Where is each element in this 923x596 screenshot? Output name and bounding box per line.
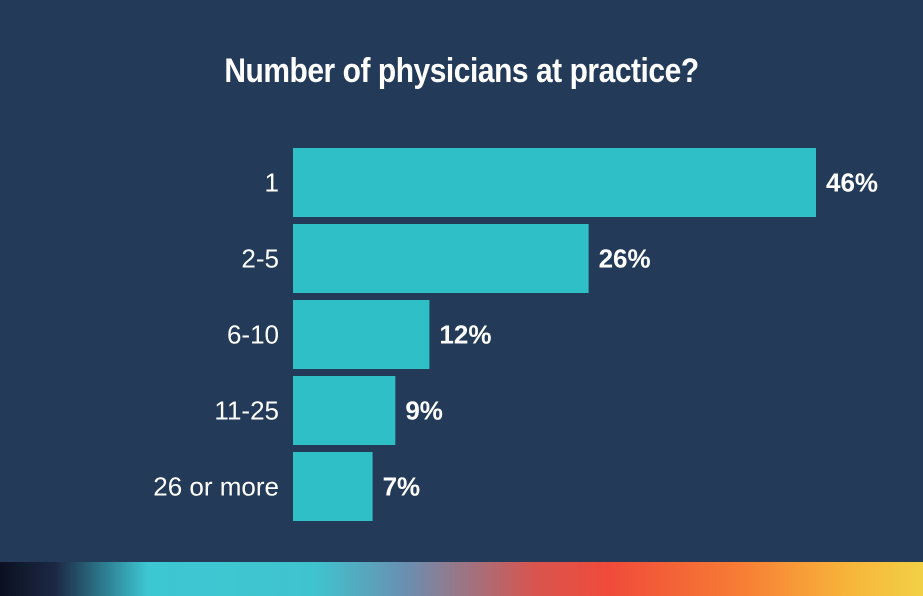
category-label: 2-5 [241, 244, 279, 274]
category-label: 11-25 [214, 396, 279, 426]
category-label: 1 [265, 168, 279, 198]
bar-2-5 [293, 224, 589, 293]
bar-1 [293, 148, 816, 217]
value-label: 12% [439, 320, 491, 350]
value-label: 9% [405, 396, 443, 426]
chart-title: Number of physicians at practice? [224, 52, 699, 90]
bar-26-or-more [293, 452, 373, 521]
value-label: 46% [826, 168, 878, 198]
value-label: 26% [599, 244, 651, 274]
category-label: 26 or more [153, 472, 279, 502]
bar-6-10 [293, 300, 430, 369]
value-label: 7% [383, 472, 421, 502]
gradient-strip [0, 562, 923, 596]
bar-11-25 [293, 376, 396, 445]
category-label: 6-10 [227, 320, 279, 350]
